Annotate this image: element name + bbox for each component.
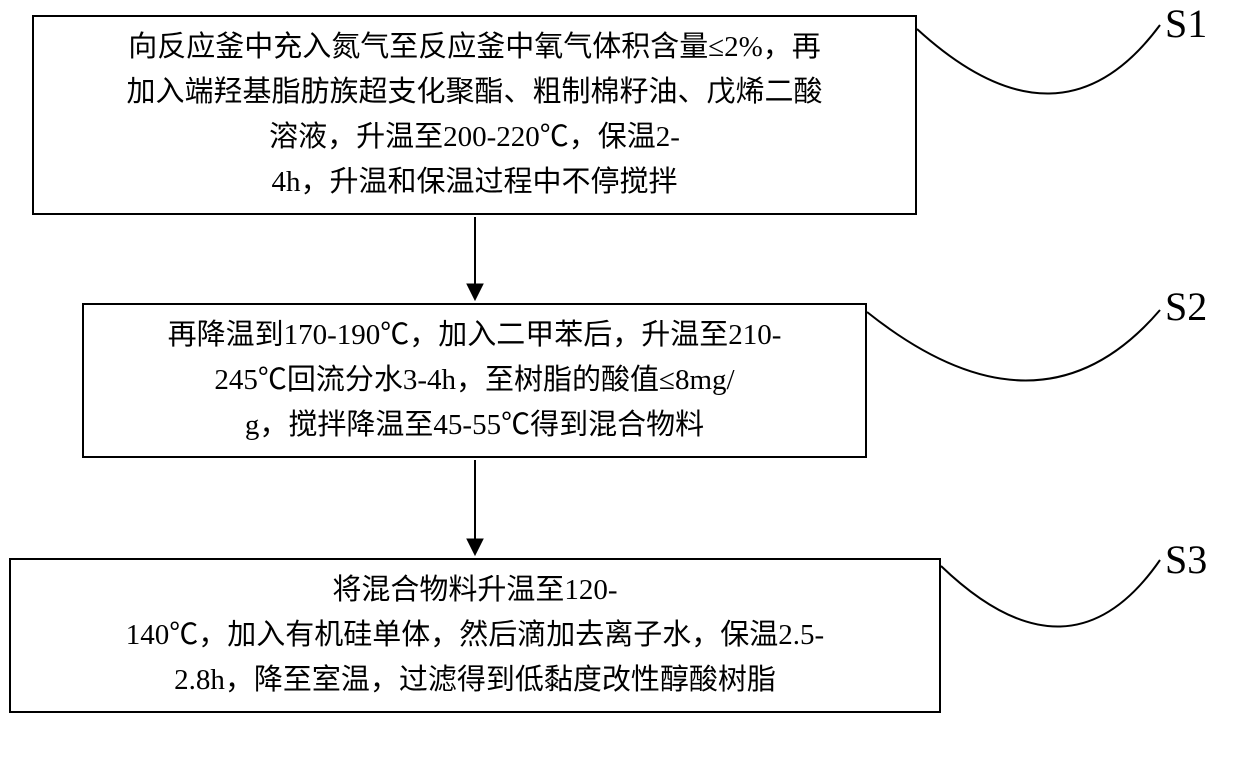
- flow-node-s3-text: 将混合物料升温至120-140℃，加入有机硅单体，然后滴加去离子水，保温2.5-…: [126, 568, 824, 703]
- flowchart-canvas: 向反应釜中充入氮气至反应釜中氧气体积含量≤2%，再加入端羟基脂肪族超支化聚酯、粗…: [0, 0, 1240, 757]
- flow-node-s3: 将混合物料升温至120-140℃，加入有机硅单体，然后滴加去离子水，保温2.5-…: [9, 558, 941, 713]
- flow-node-s2: 再降温到170-190℃，加入二甲苯后，升温至210-245℃回流分水3-4h，…: [82, 303, 867, 458]
- flow-label-s1: S1: [1165, 0, 1207, 47]
- flow-node-s2-text: 再降温到170-190℃，加入二甲苯后，升温至210-245℃回流分水3-4h，…: [168, 313, 782, 448]
- flow-node-s1-text: 向反应釜中充入氮气至反应釜中氧气体积含量≤2%，再加入端羟基脂肪族超支化聚酯、粗…: [126, 25, 822, 205]
- flow-label-s3: S3: [1165, 536, 1207, 583]
- flow-label-s2: S2: [1165, 283, 1207, 330]
- flow-node-s1: 向反应釜中充入氮气至反应釜中氧气体积含量≤2%，再加入端羟基脂肪族超支化聚酯、粗…: [32, 15, 917, 215]
